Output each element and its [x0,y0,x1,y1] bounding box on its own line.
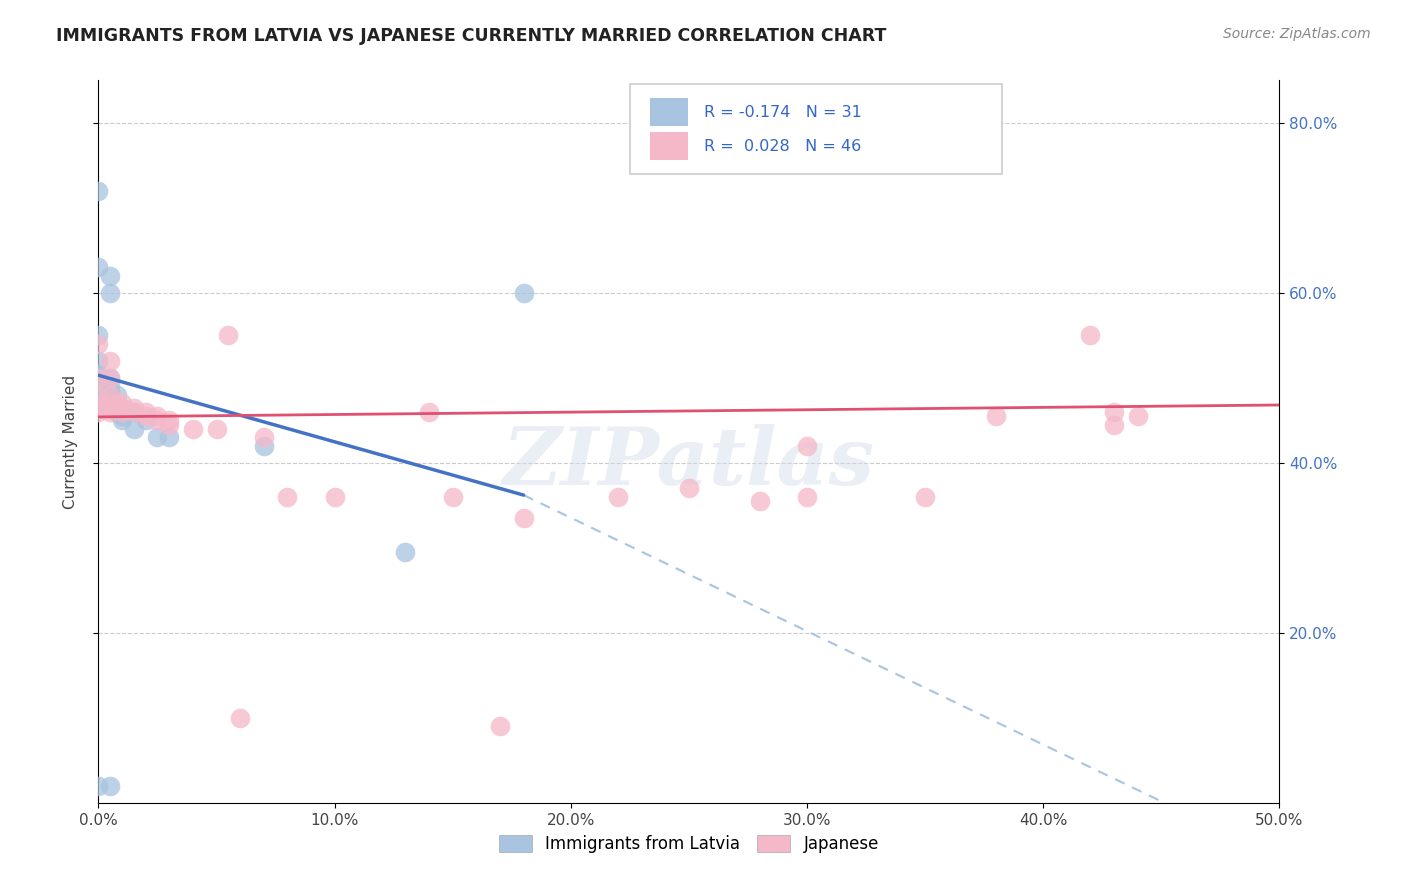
Point [98,396,121,410]
Point [914,490,936,504]
Point [98,285,121,300]
Point [253,430,276,444]
Point [98,353,121,368]
Point [105,396,128,410]
Point [98,405,121,419]
Point [98,396,121,410]
Point [157,417,180,432]
Point [87,401,110,415]
Point [146,413,169,427]
Point [122,405,145,419]
Point [105,401,128,415]
Point [98,379,121,393]
Point [489,719,512,733]
Point [98,371,121,385]
Point [1102,417,1125,432]
Point [111,409,134,423]
Point [105,405,128,419]
Point [87,371,110,385]
Point [98,388,121,402]
Point [512,285,534,300]
Point [87,353,110,368]
Point [678,481,700,495]
Text: IMMIGRANTS FROM LATVIA VS JAPANESE CURRENTLY MARRIED CORRELATION CHART: IMMIGRANTS FROM LATVIA VS JAPANESE CURRE… [56,27,887,45]
Point [984,409,1007,423]
Bar [650,132,688,160]
Point [796,490,818,504]
Point [122,405,145,419]
Point [135,405,157,419]
Point [796,439,818,453]
Point [122,401,145,415]
Point [87,375,110,389]
Text: ZIPatlas: ZIPatlas [503,425,875,502]
Point [111,405,134,419]
Point [1102,405,1125,419]
Text: R = -0.174   N = 31: R = -0.174 N = 31 [704,104,862,120]
Point [87,260,110,275]
Point [217,328,239,343]
Point [87,184,110,198]
Point [111,401,134,415]
Point [111,396,134,410]
Point [157,413,180,427]
Point [748,494,770,508]
Point [98,388,121,402]
Point [607,490,630,504]
Point [87,336,110,351]
Point [111,405,134,419]
Point [87,328,110,343]
Point [87,371,110,385]
Y-axis label: Currently Married: Currently Married [63,375,77,508]
Point [111,413,134,427]
Text: Source: ZipAtlas.com: Source: ZipAtlas.com [1223,27,1371,41]
Point [87,779,110,793]
Point [1080,328,1102,343]
Text: R =  0.028   N = 46: R = 0.028 N = 46 [704,138,862,153]
Point [441,490,464,504]
Point [276,490,298,504]
Point [146,430,169,444]
Point [98,268,121,283]
Point [512,511,534,525]
Point [98,779,121,793]
Legend: Immigrants from Latvia, Japanese: Immigrants from Latvia, Japanese [492,828,886,860]
Point [135,409,157,423]
Point [87,392,110,406]
Point [253,439,276,453]
Point [1126,409,1149,423]
Point [229,711,252,725]
Point [87,396,110,410]
Point [105,388,128,402]
Bar [650,98,688,126]
Point [87,367,110,381]
Point [87,388,110,402]
Point [98,384,121,398]
Point [98,371,121,385]
Point [122,422,145,436]
Point [205,422,228,436]
Point [418,405,440,419]
Point [181,422,204,436]
FancyBboxPatch shape [630,84,1002,174]
Point [146,409,169,423]
Point [135,413,157,427]
Point [87,405,110,419]
Point [98,401,121,415]
Point [157,430,180,444]
Point [394,545,416,559]
Point [323,490,346,504]
